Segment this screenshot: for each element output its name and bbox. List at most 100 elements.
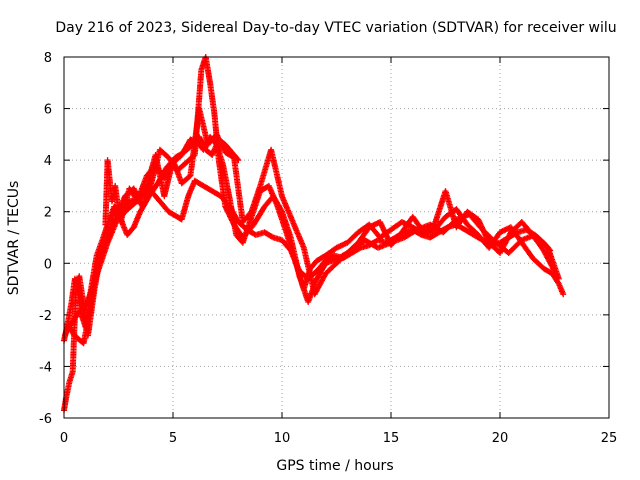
data-point-markers [191,177,206,189]
series-track-4 [67,177,554,329]
data-point-markers [222,203,237,227]
data-marks [61,54,567,414]
y-tick-label: -4 [39,360,52,375]
data-point-markers [146,181,160,200]
data-point-markers [470,231,485,243]
data-point-markers [218,193,232,209]
data-point-markers [156,146,171,160]
data-point-markers [215,136,228,147]
data-point-markers [261,229,275,240]
data-point-markers [207,79,218,116]
data-point-markers [67,313,80,329]
data-point-markers [250,204,267,228]
data-point-markers [462,226,476,238]
data-point-markers [529,255,546,271]
data-point-markers [475,216,492,245]
data-point-markers [178,194,191,223]
data-point-markers [313,258,328,274]
y-tick-label: -2 [39,309,52,324]
data-point-markers [172,150,186,161]
data-point-markers [74,302,88,318]
data-point-markers [464,208,480,222]
data-point-markers [270,193,285,214]
data-point-markers [104,220,119,246]
data-point-markers [322,245,339,259]
data-point-markers [427,230,441,241]
data-point-markers [137,194,152,215]
data-point-markers [235,219,249,232]
data-point-markers [85,287,98,339]
data-point-markers [392,230,406,241]
data-point-markers [178,173,193,187]
data-point-markers [89,266,102,293]
x-tick-label: 20 [492,431,509,446]
y-tick-label: 2 [44,206,52,221]
data-point-markers [344,230,361,246]
data-point-marker [235,157,242,164]
data-point-markers [239,209,254,225]
x-tick-label: 25 [601,431,618,446]
series-track-5 [102,133,242,238]
x-tick-label: 15 [383,431,400,446]
data-point-markers [507,220,524,236]
data-point-markers [540,247,557,273]
data-point-markers [409,226,424,238]
x-tick-label: 5 [169,431,177,446]
data-point-markers [322,261,339,277]
data-point-markers [540,239,553,253]
data-point-markers [279,237,293,253]
tick-labels: 0 5 10 15 20 25 -6 -4 -2 0 2 4 6 8 [39,51,617,446]
data-point-markers [82,287,95,308]
x-axis-label: GPS time / hours [276,458,393,474]
data-point-markers [505,230,520,241]
data-point-markers [63,380,73,401]
y-tick-label: 8 [44,51,52,66]
data-point-markers [222,141,234,155]
data-point-markers [228,149,241,162]
data-point-markers [93,236,106,259]
data-point-markers [209,188,223,199]
data-point-markers [497,235,511,246]
data-point-markers [122,201,136,215]
data-point-markers [313,253,328,264]
data-point-markers [268,146,285,198]
data-point-markers [348,245,363,256]
y-tick-label: -6 [39,412,52,427]
data-point-markers [95,241,111,272]
data-point-markers [279,208,294,240]
data-point-marker [551,268,558,275]
data-point-markers [196,133,208,152]
y-tick-label: 6 [44,103,52,118]
data-point-markers [383,235,398,246]
data-point-markers [531,231,546,245]
data-point-markers [130,194,145,207]
data-point-markers [436,224,450,236]
data-point-markers [209,137,222,158]
data-point-markers [289,219,307,250]
data-point-markers [76,273,87,306]
data-point-markers [420,222,437,236]
data-point-markers [287,247,302,273]
data-point-markers [355,225,372,246]
data-point-markers [311,272,328,298]
data-point-markers [505,238,524,256]
data-point-markers [196,105,211,147]
data-point-markers [165,208,180,220]
data-point-markers [185,179,198,200]
data-point-markers [366,219,382,231]
data-point-markers [130,210,143,231]
y-tick-label: 0 [44,257,52,272]
data-point-marker [555,275,562,282]
data-point-markers [104,157,113,183]
data-point-markers [163,155,178,171]
data-point-marker [560,291,567,298]
data-point-markers [340,250,354,262]
y-axis-label: SDTVAR / TECUs [6,181,22,296]
data-point-markers [409,213,426,235]
data-point-markers [549,270,561,286]
data-point-markers [523,226,537,238]
y-tick-label: 4 [44,154,52,169]
x-tick-label: 0 [60,431,68,446]
chart-title: Day 216 of 2023, Sidereal Day-to-day VTE… [55,20,616,36]
